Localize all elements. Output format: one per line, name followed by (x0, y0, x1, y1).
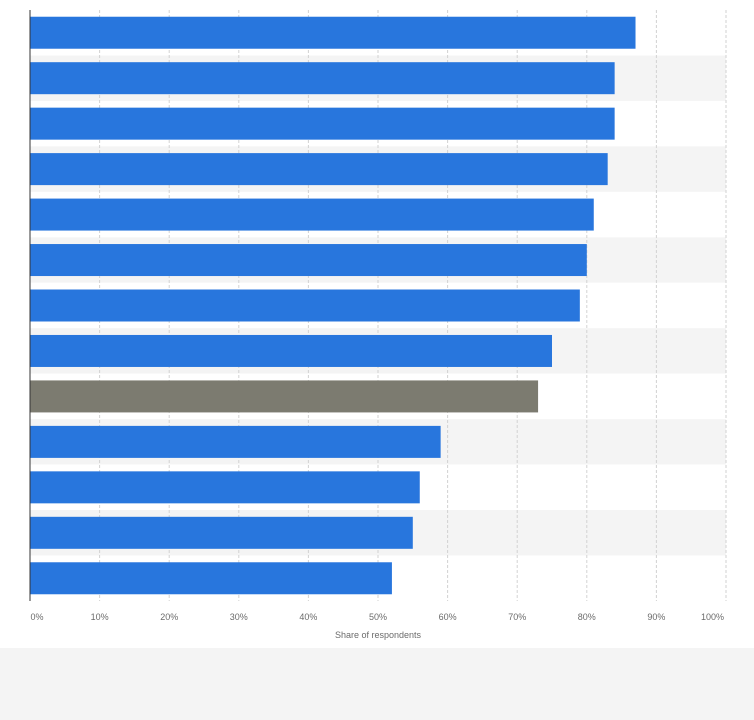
x-tick-label: 30% (230, 612, 248, 622)
x-tick-label: 90% (647, 612, 665, 622)
bar[interactable] (30, 16, 636, 49)
x-tick-label: 40% (299, 612, 317, 622)
chart-frame: 0% 10% 20% 30% 40% 50% 60% 70% 80% 90% 100% Share … (0, 0, 754, 648)
x-tick-label: 10% (91, 612, 109, 622)
x-axis-title: Share of respondents (335, 630, 422, 640)
bar[interactable] (30, 289, 580, 322)
x-tick-label: 50% (369, 612, 387, 622)
x-tick-label: 70% (508, 612, 526, 622)
x-tick-label: 80% (578, 612, 596, 622)
bar[interactable] (30, 107, 615, 140)
bar[interactable] (30, 62, 615, 95)
bar[interactable] (30, 334, 552, 367)
bar[interactable] (30, 516, 413, 549)
x-tick-label: 100% (701, 612, 724, 622)
bar[interactable] (30, 198, 594, 231)
x-tick-labels: 0% 10% 20% 30% 40% 50% 60% 70% 80% 90% 100% (30, 612, 724, 622)
x-tick-label: 20% (160, 612, 178, 622)
bar[interactable] (30, 471, 420, 504)
x-tick-label: 0% (30, 612, 43, 622)
bar-highlighted[interactable] (30, 380, 539, 413)
bar[interactable] (30, 425, 441, 458)
bars (30, 16, 636, 595)
bar[interactable] (30, 153, 608, 186)
bar[interactable] (30, 562, 392, 595)
bar[interactable] (30, 244, 587, 277)
bar-chart: 0% 10% 20% 30% 40% 50% 60% 70% 80% 90% 100% Share … (29, 10, 727, 640)
x-tick-label: 60% (439, 612, 457, 622)
